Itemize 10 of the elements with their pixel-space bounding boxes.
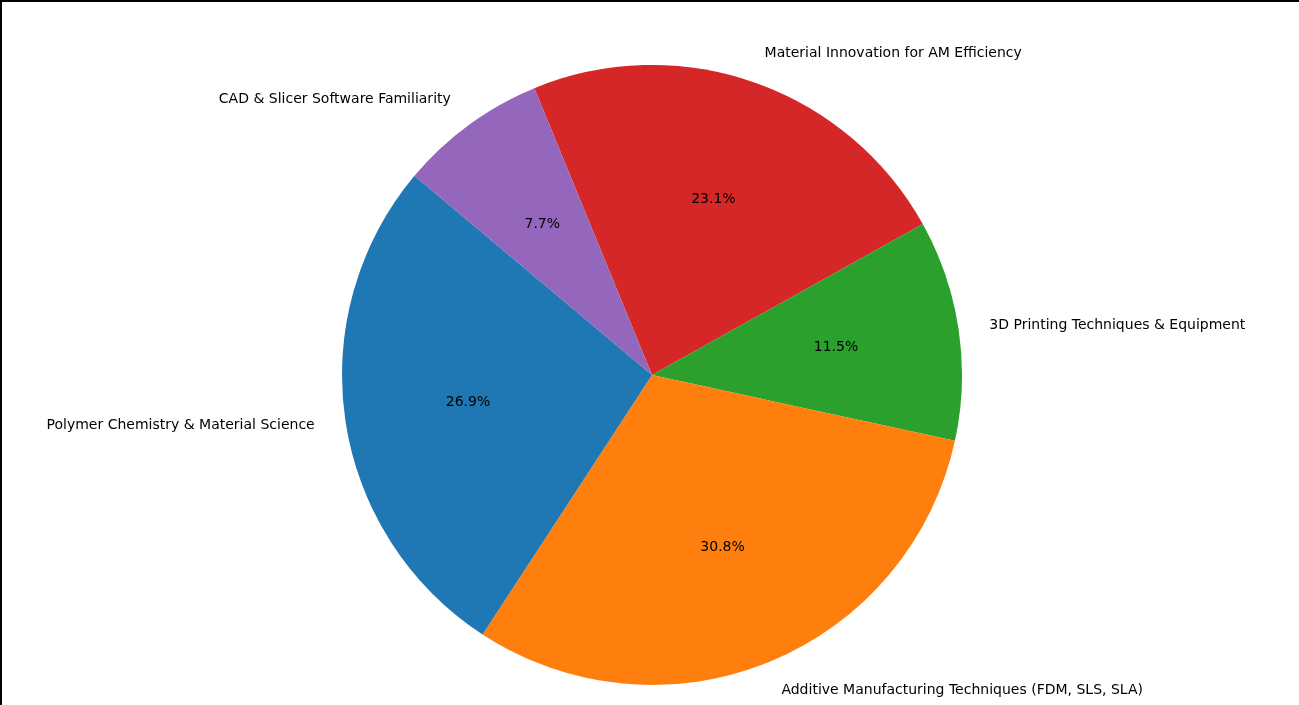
data-label: 26.9% [445, 392, 491, 409]
slice-label: Material Innovation for AM Efficiency [764, 43, 1022, 60]
data-label: 11.5% [813, 338, 859, 355]
slice-label: 3D Printing Techniques & Equipment [989, 315, 1246, 332]
data-label: 30.8% [700, 537, 745, 554]
data-label: 7.7% [524, 215, 561, 232]
slice-label: CAD & Slicer Software Familiarity [218, 90, 451, 107]
slice-label: Additive Manufacturing Techniques (FDM, SLS, SLA) [781, 681, 1143, 698]
data-label: 23.1% [691, 190, 736, 207]
slice-label: Polymer Chemistry & Material Science [46, 415, 315, 432]
